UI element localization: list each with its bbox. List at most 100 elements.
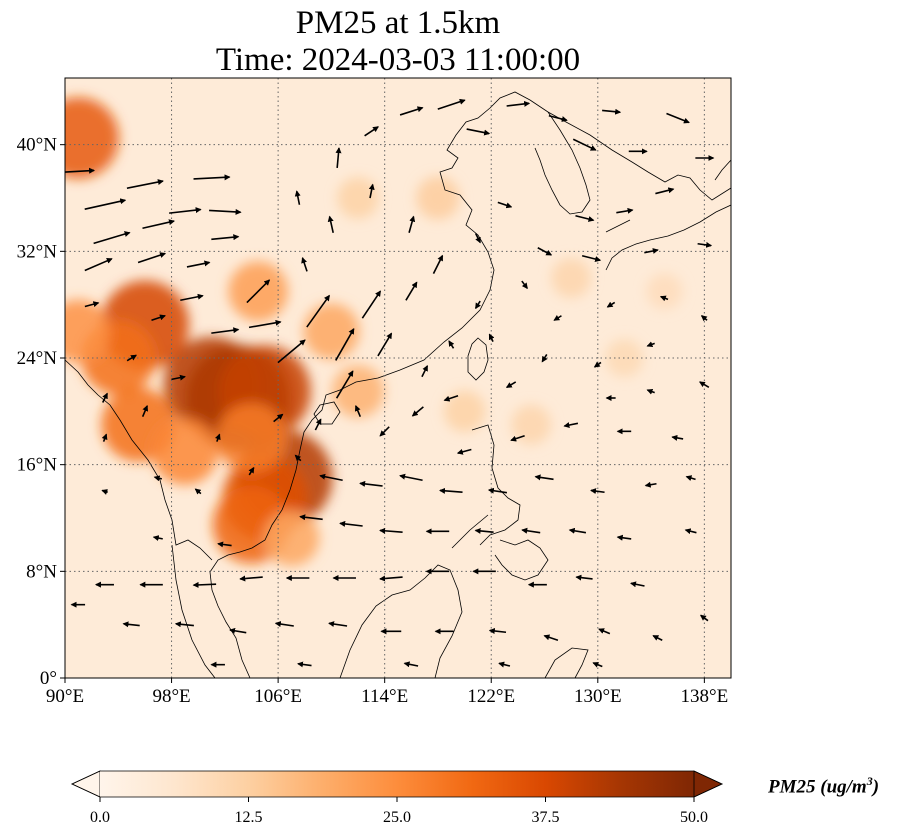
lon-tick-label: 90°E <box>46 686 84 707</box>
wind-arrow <box>700 315 708 322</box>
wind-arrow <box>361 290 382 319</box>
wind-arrow <box>248 319 282 329</box>
coastline-korea <box>534 111 591 215</box>
coastline-sulawesi <box>544 647 589 678</box>
wind-arrow <box>521 280 528 290</box>
wind-arrow <box>274 621 294 628</box>
wind-arrow <box>192 581 217 588</box>
wind-arrow <box>142 219 175 230</box>
wind-arrow <box>377 332 393 357</box>
lat-tick-label: 32°N <box>17 241 58 262</box>
lon-tick-label: 138°E <box>681 686 729 707</box>
lat-tick-label: 16°N <box>17 455 58 476</box>
lon-tick-label: 122°E <box>467 686 515 707</box>
wind-arrow <box>239 575 263 582</box>
map-title-line2: Time: 2024-03-03 11:00:00 <box>215 42 581 78</box>
wind-arrow <box>488 333 495 342</box>
coastlines <box>65 91 731 678</box>
wind-arrow <box>277 339 306 364</box>
lat-tick-label: 8°N <box>26 561 57 582</box>
wind-arrow <box>646 388 655 395</box>
wind-arrow <box>575 574 593 581</box>
map-frame <box>64 77 732 679</box>
wind-arrow <box>359 480 383 487</box>
pm25-hotspot <box>416 176 460 220</box>
wind-arrow <box>563 422 579 428</box>
wind-arrow <box>534 474 554 481</box>
wind-arrow <box>217 541 232 548</box>
wind-arrow <box>575 214 595 222</box>
wind-arrow <box>602 108 622 115</box>
wind-arrow <box>592 661 603 668</box>
wind-arrow <box>439 487 463 494</box>
wind-arrow <box>126 179 164 190</box>
lon-tick-label: 114°E <box>361 686 408 707</box>
wind-arrow <box>510 434 525 442</box>
wind-arrow <box>364 126 379 137</box>
colorbar-label: PM25 (ug/m3) <box>768 774 880 798</box>
wind-arrow <box>328 621 348 628</box>
wind-arrow <box>466 128 491 136</box>
wind-arrow <box>246 279 271 304</box>
pm25-hotspot <box>151 417 219 485</box>
wind-arrow <box>598 628 611 635</box>
wind-arrow <box>306 294 330 328</box>
wind-arrow <box>186 260 211 268</box>
lon-tick-label: 98°E <box>152 686 190 707</box>
wind-arrow <box>506 100 531 107</box>
wind-arrow <box>403 661 419 668</box>
lon-tick-label: 106°E <box>254 686 302 707</box>
map-plot-area: 90°E 98°E 106°E 114°E 122°E 130°E 138°E 0° 8°N 1… <box>17 77 732 707</box>
wind-arrow <box>671 434 684 441</box>
wind-arrow <box>448 340 455 349</box>
wind-arrow <box>101 433 108 442</box>
wind-arrow <box>685 475 696 481</box>
wind-arrow <box>84 258 113 272</box>
colorbar-tick-label: 37.5 <box>532 809 560 826</box>
wind-arrow <box>659 295 669 302</box>
wind-arrow <box>354 405 362 418</box>
wind-arrow <box>593 361 602 368</box>
wind-arrow <box>697 241 713 248</box>
wind-arrow <box>488 628 507 634</box>
coastline-taiwan <box>467 337 489 381</box>
wind-arrow <box>474 527 494 534</box>
wind-arrow <box>616 207 634 214</box>
coastline-hainan <box>313 401 341 425</box>
wind-arrow <box>180 293 204 302</box>
colorbar-tick-label: 0.0 <box>90 809 110 826</box>
wind-arrow <box>101 392 108 403</box>
pm25-hotspot <box>443 390 486 433</box>
wind-arrow <box>432 254 444 275</box>
wind-arrow <box>335 147 342 168</box>
wind-arrow <box>193 174 231 181</box>
wind-arrow <box>487 487 508 494</box>
colorbar: 0.0 12.5 25.0 37.5 50.0 <box>71 770 723 826</box>
pm25-hotspot <box>65 97 119 179</box>
wind-arrow <box>122 621 140 628</box>
wind-arrow <box>379 527 403 534</box>
wind-arrow <box>151 314 166 322</box>
colorbar-tick-label: 12.5 <box>235 809 263 826</box>
wind-arrow <box>405 281 418 301</box>
wind-arrow <box>646 341 655 348</box>
wind-arrow <box>630 581 645 588</box>
wind-arrow <box>169 207 202 214</box>
wind-arrow <box>699 614 709 622</box>
wind-arrow <box>474 233 481 244</box>
pm25-hotspot <box>263 510 320 566</box>
wind-arrow <box>126 354 137 362</box>
wind-arrow <box>590 488 605 495</box>
wind-arrow <box>101 489 108 495</box>
wind-arrow <box>273 413 284 423</box>
wind-arrow <box>335 370 354 399</box>
colorbar-extend-max <box>693 770 723 798</box>
wind-arrow <box>684 528 697 535</box>
colorbar-ticks: 0.0 12.5 25.0 37.5 50.0 <box>90 797 708 826</box>
wind-arrow <box>497 201 513 209</box>
wind-arrow <box>93 231 131 245</box>
wind-arrow <box>211 327 240 334</box>
pm25-field <box>65 97 683 566</box>
wind-arrow <box>335 328 355 361</box>
